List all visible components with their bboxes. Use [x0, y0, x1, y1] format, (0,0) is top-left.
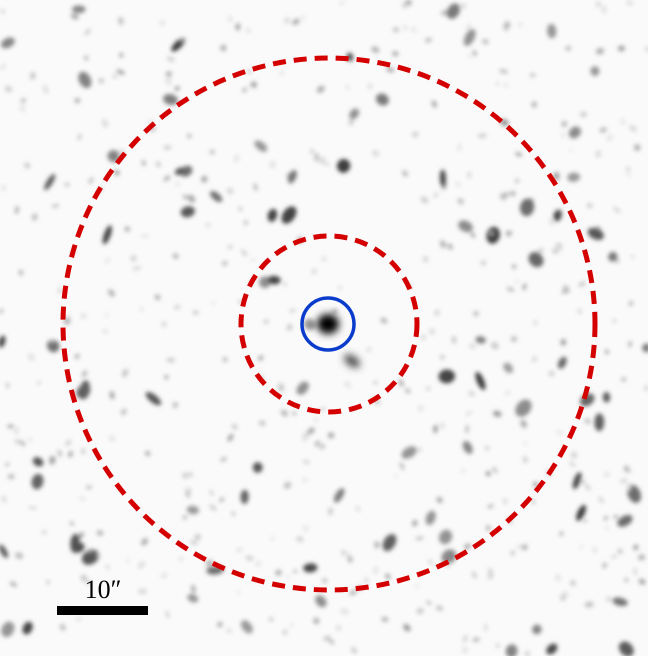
page: {"scale_bar": {"label": "10″"}} 10″ (() … — [0, 0, 648, 656]
scale-bar-label: 10″ — [85, 575, 122, 604]
background-blob — [179, 558, 183, 561]
background-blob — [251, 82, 257, 88]
sky-image: 10″ — [0, 0, 648, 656]
background-blob — [72, 6, 86, 14]
scale-bar — [57, 606, 148, 615]
background-blob — [253, 462, 263, 473]
